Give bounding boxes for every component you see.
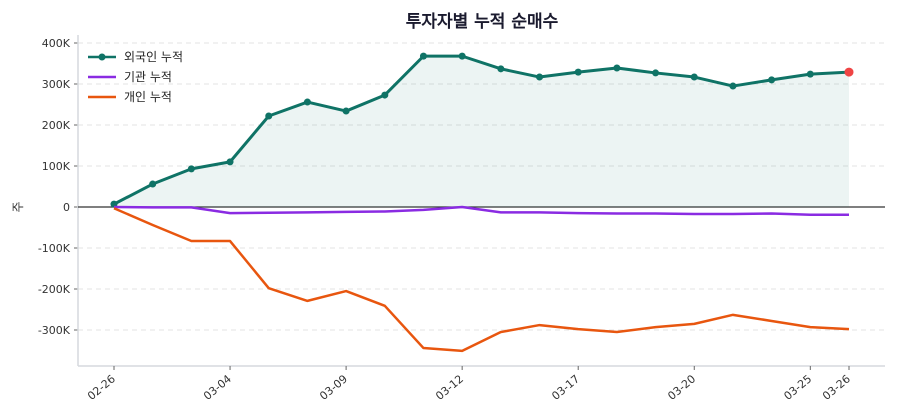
- data-point: [497, 65, 505, 73]
- data-point: [574, 68, 582, 76]
- y-tick-label: 100K: [42, 160, 71, 173]
- y-tick-label: 0: [63, 201, 70, 214]
- x-tick-label: 02-26: [85, 372, 118, 403]
- y-tick-label: 200K: [42, 119, 71, 132]
- data-point: [729, 82, 737, 90]
- data-point: [187, 165, 195, 173]
- data-point: [806, 70, 814, 78]
- data-point: [458, 52, 466, 60]
- y-tick-label: 400K: [42, 37, 71, 50]
- last-point-marker: [844, 67, 854, 77]
- data-point: [690, 73, 698, 81]
- y-axis-label: 주: [11, 201, 25, 212]
- data-point: [342, 107, 350, 115]
- data-point: [768, 76, 776, 84]
- series-line: [113, 205, 849, 217]
- x-tick-label: 03-20: [665, 372, 698, 403]
- legend-label: 기관 누적: [124, 70, 172, 84]
- legend-marker: [98, 53, 106, 61]
- data-point: [226, 158, 234, 166]
- data-point: [613, 64, 621, 72]
- y-tick-label: -100K: [38, 242, 71, 255]
- data-point: [265, 112, 273, 120]
- series-area-fill: [114, 56, 849, 208]
- data-point: [419, 52, 427, 60]
- data-point: [652, 69, 660, 77]
- legend-label: 외국인 누적: [124, 50, 183, 64]
- data-point: [149, 180, 157, 188]
- x-tick-label: 03-12: [433, 372, 466, 403]
- x-tick-label: 03-25: [781, 372, 814, 403]
- chart-title: 투자자별 누적 순매수: [406, 12, 559, 32]
- x-tick-label: 03-26: [820, 372, 853, 403]
- y-tick-label: -300K: [38, 324, 71, 337]
- y-tick-label: 300K: [42, 78, 71, 91]
- x-tick-label: 03-09: [317, 372, 350, 403]
- data-point: [381, 91, 389, 99]
- series-line: [113, 54, 850, 206]
- x-tick-label: 03-17: [549, 372, 582, 403]
- x-tick-label: 03-04: [201, 372, 234, 403]
- data-point: [303, 98, 311, 106]
- legend-label: 개인 누적: [124, 90, 172, 104]
- series-line: [113, 207, 850, 353]
- data-point: [536, 73, 544, 81]
- y-tick-label: -200K: [38, 283, 71, 296]
